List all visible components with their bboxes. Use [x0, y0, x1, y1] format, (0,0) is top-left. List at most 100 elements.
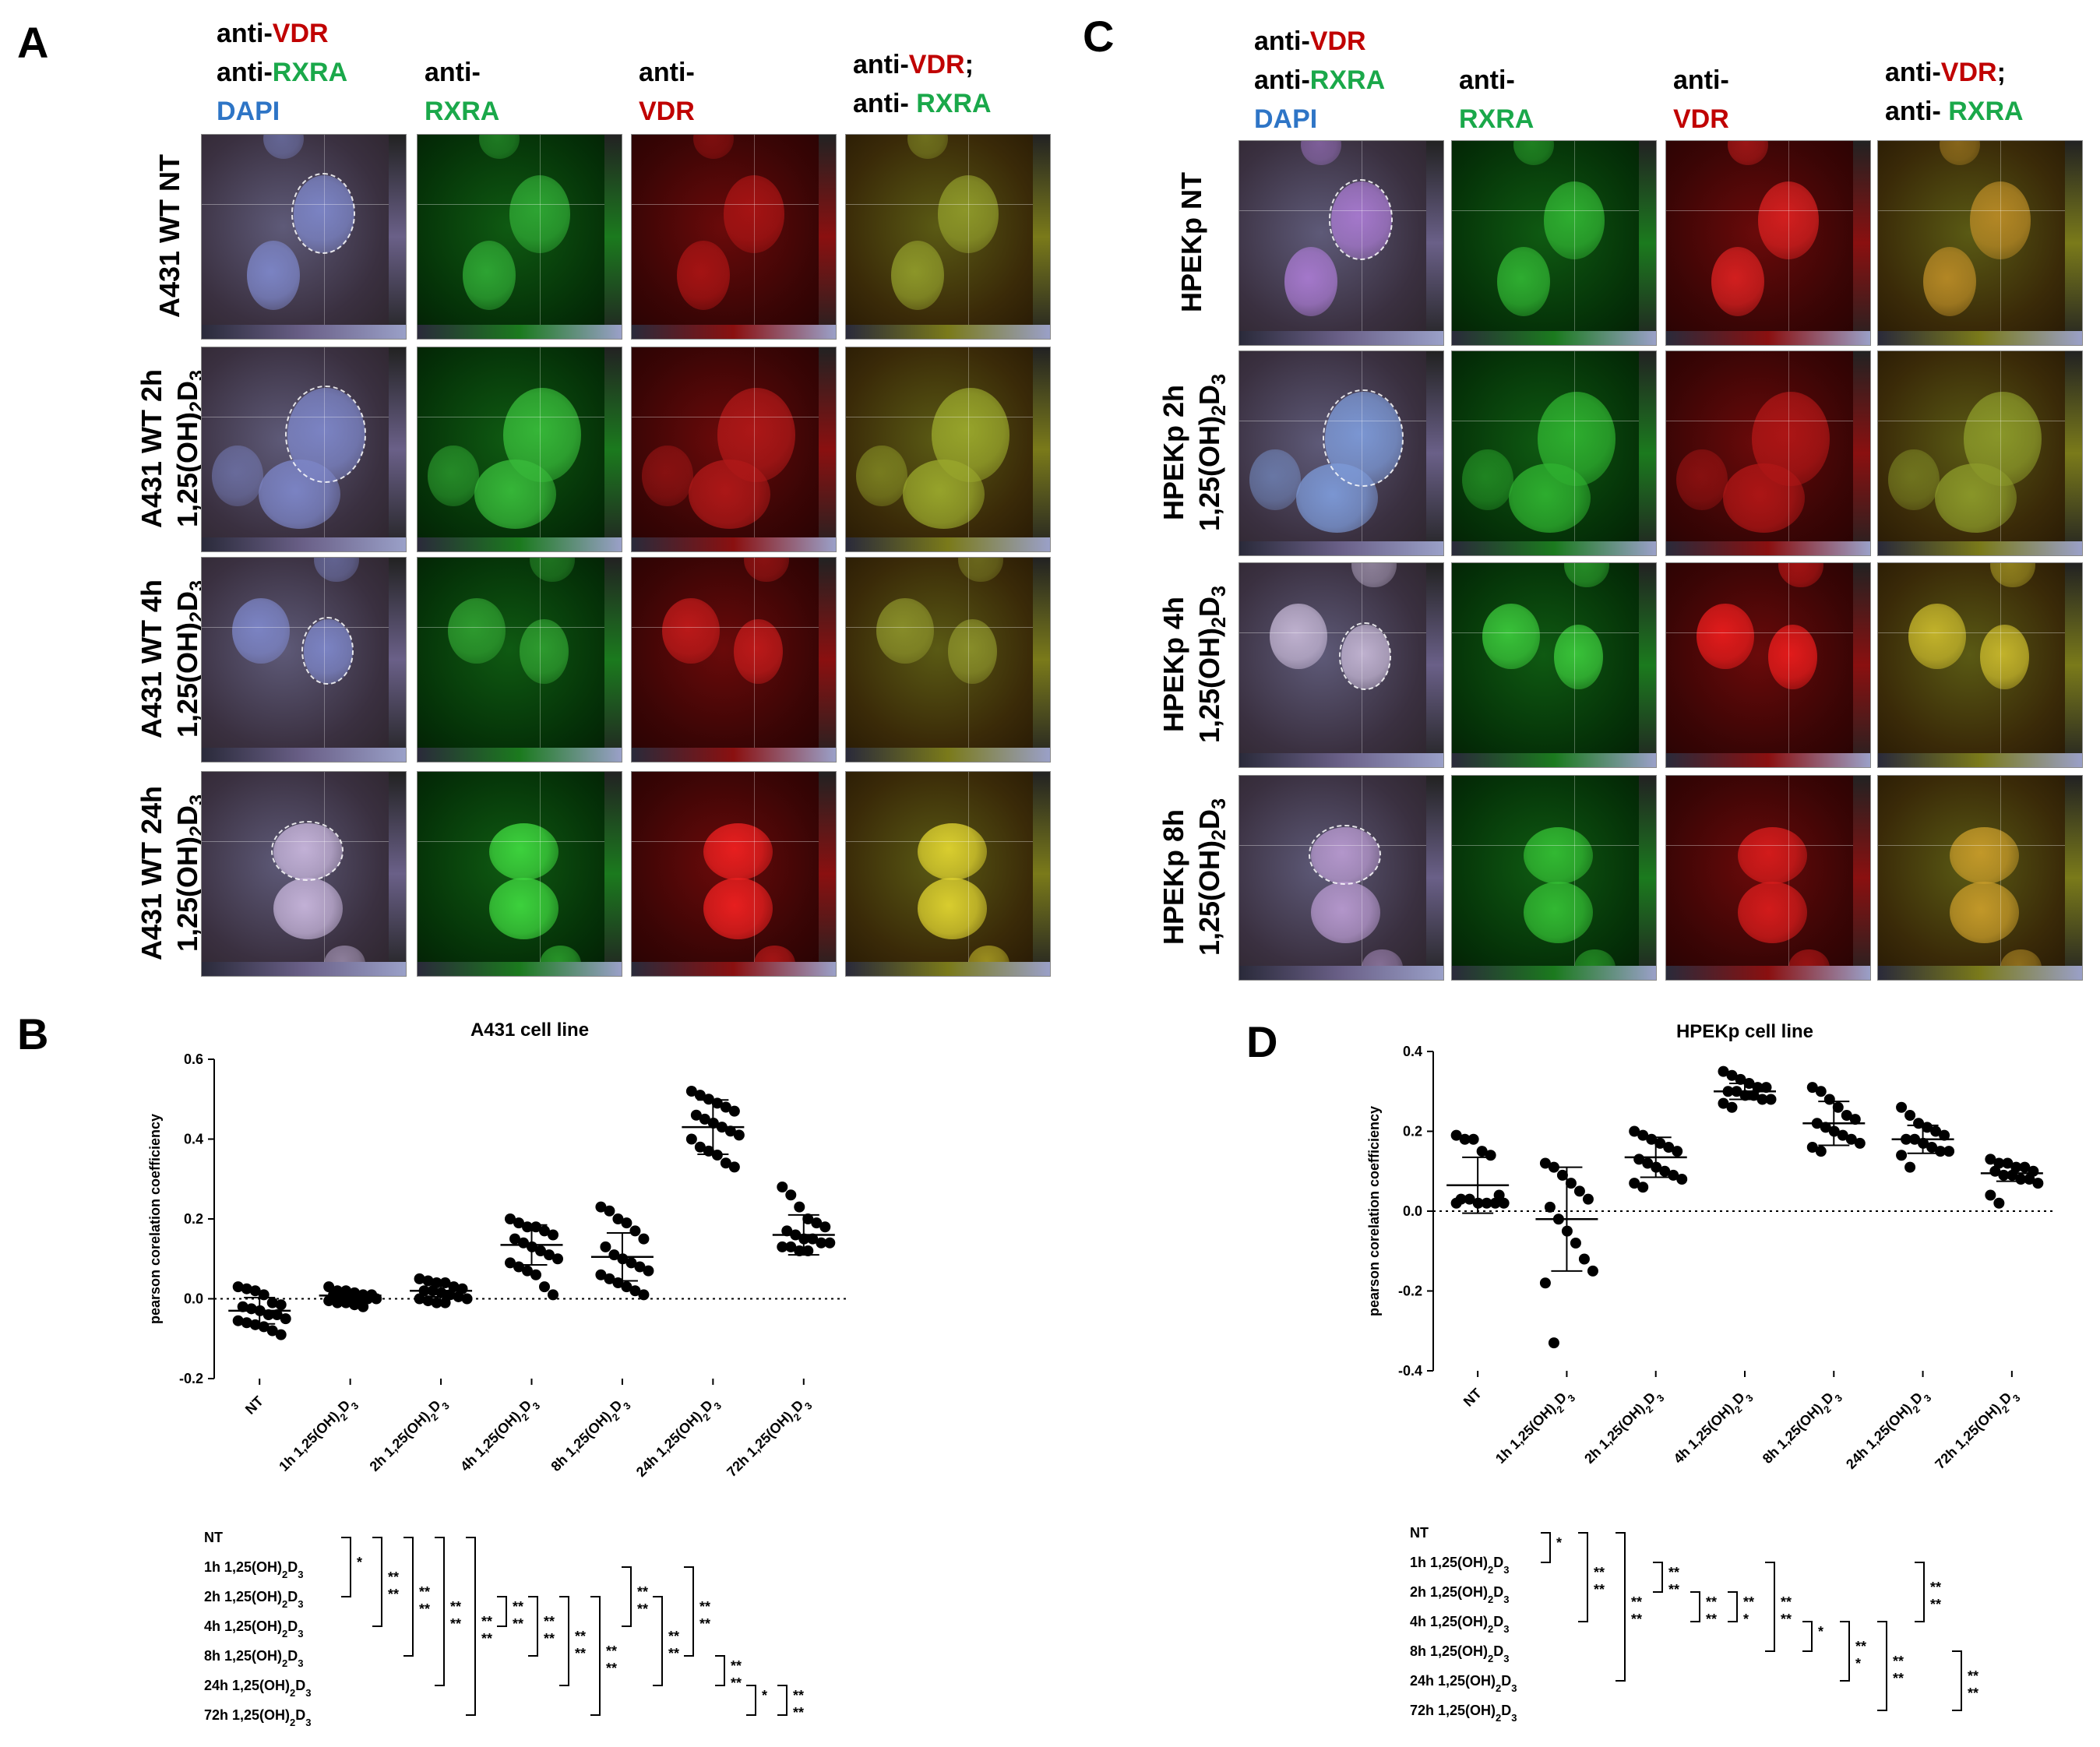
header-line: anti-VDR;	[1885, 53, 2024, 92]
data-point	[724, 1125, 736, 1137]
significance-bracket	[715, 1655, 725, 1686]
x-tick-label: 4h 1,25(OH)2D3	[1671, 1386, 1756, 1471]
x-tick-label: 72h 1,25(OH)2D3	[724, 1393, 814, 1484]
data-point	[358, 1301, 369, 1312]
crosshair-h	[202, 627, 406, 629]
header-segment: RXRA	[1459, 104, 1534, 134]
column-header-overlay: anti-VDR; anti- RXRA	[853, 45, 992, 123]
data-point	[1854, 1137, 1866, 1149]
nucleus	[937, 175, 999, 253]
row-label-line: HPEKp 4h	[1157, 596, 1189, 733]
significance-stars: **	[1781, 1611, 1792, 1627]
data-point	[522, 1265, 533, 1277]
y-tick-label: 0.0	[184, 1291, 203, 1307]
significance-stars: **	[793, 1705, 804, 1721]
data-point	[612, 1213, 624, 1224]
nucleus	[246, 241, 300, 311]
nucleus	[1564, 563, 1609, 588]
data-point	[1726, 1069, 1738, 1081]
orthogonal-side-view	[389, 347, 406, 551]
row-label-line: HPEKp 2h	[1157, 384, 1189, 521]
nucleus	[509, 175, 571, 253]
nucleus	[1676, 449, 1728, 511]
header-line: VDR	[1673, 100, 1729, 139]
significance-stars: **	[544, 1614, 555, 1629]
significance-stars: **	[793, 1688, 804, 1703]
orthogonal-side-view	[604, 135, 622, 339]
nucleus	[1727, 141, 1768, 166]
data-point	[1845, 1133, 1857, 1145]
nucleus	[1554, 624, 1603, 690]
orthogonal-side-view	[389, 135, 406, 339]
significance-stars: **	[419, 1584, 430, 1600]
orthogonal-bottom-view	[846, 962, 1050, 976]
y-axis-label: pearson corelation coefficiency	[1366, 1106, 1382, 1316]
orthogonal-bottom-view	[1239, 966, 1443, 980]
significance-bracket	[1690, 1591, 1700, 1622]
data-point	[1930, 1125, 1942, 1137]
crosshair-v	[540, 558, 541, 762]
micrograph-overlay	[845, 557, 1051, 763]
crosshair-h	[846, 841, 1050, 843]
significance-bracket	[1728, 1591, 1738, 1622]
orthogonal-bottom-view	[846, 748, 1050, 762]
orthogonal-bottom-view	[202, 748, 406, 762]
nucleus	[1509, 463, 1591, 534]
micrograph-vdr	[1665, 140, 1871, 346]
data-point	[1748, 1090, 1760, 1101]
significance-stars: **	[1631, 1594, 1642, 1610]
x-tick-label: NT	[242, 1393, 266, 1418]
orthogonal-bottom-view	[632, 537, 836, 551]
data-point	[1926, 1142, 1938, 1153]
crosshair-h	[632, 627, 836, 629]
crosshair-v	[1574, 351, 1576, 555]
crosshair-v	[968, 135, 970, 339]
data-point	[539, 1281, 550, 1293]
data-point	[453, 1291, 464, 1302]
significance-bracket	[1915, 1562, 1925, 1622]
crosshair-h	[1452, 210, 1656, 212]
comparison-label: 24h 1,25(OH)2D3	[1410, 1673, 1517, 1694]
header-segment: DAPI	[1254, 104, 1318, 134]
significance-stars: **	[1594, 1582, 1605, 1597]
significance-bracket	[1840, 1621, 1850, 1682]
crosshair-h	[1239, 632, 1443, 634]
data-point	[262, 1309, 274, 1320]
nucleus	[1284, 247, 1337, 317]
x-tick-label: 8h 1,25(OH)2D3	[548, 1393, 632, 1478]
header-segment: anti-	[217, 19, 273, 48]
micrograph-rxra	[417, 134, 622, 340]
significance-stars: **	[1893, 1654, 1904, 1669]
micrograph-merge	[201, 771, 407, 977]
header-segment: anti-	[1254, 65, 1310, 95]
roi-outline	[301, 616, 354, 685]
nucleus	[1969, 181, 2031, 259]
data-point	[1464, 1193, 1475, 1205]
nucleus	[530, 558, 575, 583]
data-point	[241, 1283, 252, 1294]
data-point	[699, 1113, 710, 1125]
data-point	[703, 1094, 714, 1105]
data-point	[1815, 1086, 1827, 1097]
orthogonal-bottom-view	[418, 748, 622, 762]
header-segment: RXRA	[1309, 65, 1386, 95]
nucleus	[462, 241, 516, 311]
nucleus	[1249, 449, 1301, 511]
nucleus	[692, 135, 734, 160]
crosshair-v	[1574, 563, 1576, 767]
header-segment: anti-	[1885, 58, 1941, 87]
comparison-label: 72h 1,25(OH)2D3	[204, 1707, 312, 1728]
crosshair-h	[418, 204, 622, 206]
orthogonal-bottom-view	[1239, 331, 1443, 345]
nucleus	[1980, 624, 2029, 690]
orthogonal-side-view	[1639, 776, 1656, 980]
data-point	[638, 1233, 650, 1245]
x-tick-label: 8h 1,25(OH)2D3	[1760, 1386, 1845, 1471]
orthogonal-side-view	[1853, 776, 1870, 980]
data-point	[694, 1090, 706, 1101]
significance-bracket	[1616, 1532, 1626, 1682]
nucleus	[488, 822, 558, 880]
data-point	[422, 1295, 434, 1307]
nucleus	[488, 878, 558, 939]
nucleus	[703, 878, 773, 939]
